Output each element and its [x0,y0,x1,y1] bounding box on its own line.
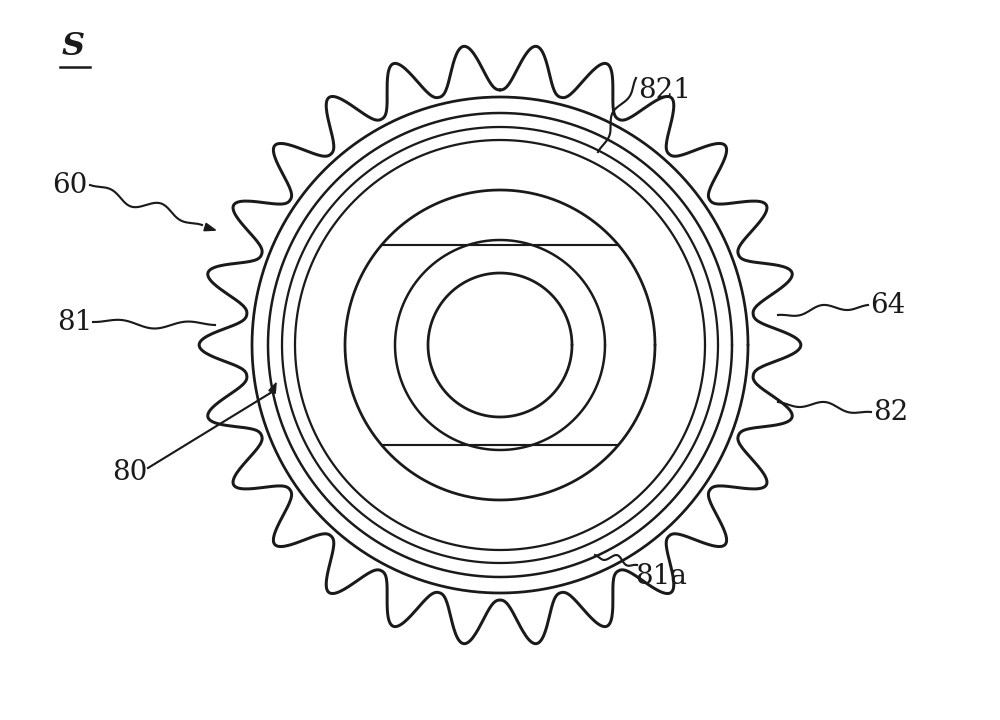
Text: 60: 60 [52,171,87,199]
Polygon shape [204,223,216,230]
Text: 821: 821 [638,76,691,104]
Text: 81a: 81a [635,564,687,590]
Text: 80: 80 [112,459,147,485]
Text: 81: 81 [57,308,92,336]
Text: 82: 82 [873,398,908,426]
Polygon shape [269,383,276,393]
Text: 64: 64 [870,292,905,318]
Text: S: S [62,31,85,62]
